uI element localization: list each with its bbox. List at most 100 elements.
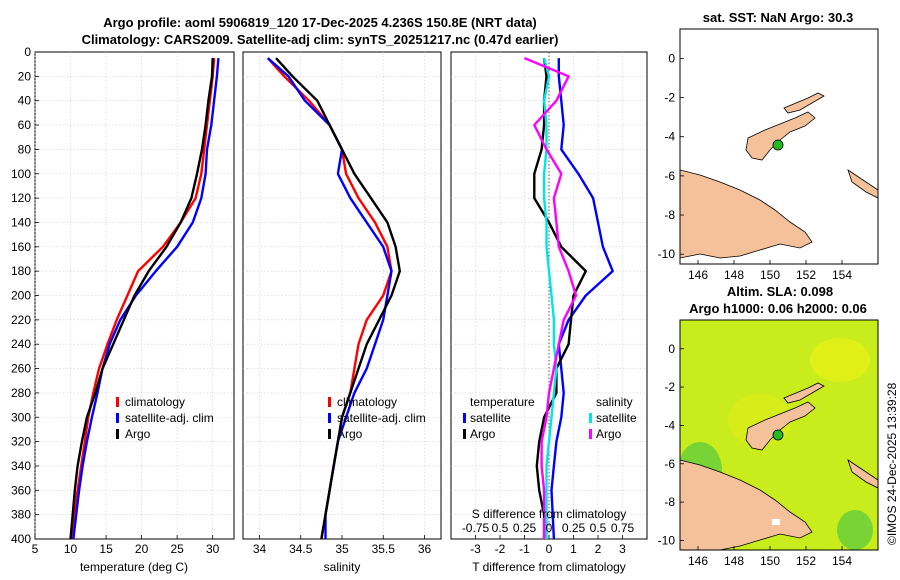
y-tick-label: 320 (11, 435, 31, 449)
legend-satellite: satellite-adj. clim (125, 411, 214, 425)
y-tick-label: 140 (11, 215, 31, 229)
sla-low-patch (837, 510, 873, 550)
map-x-tick-label: 154 (832, 268, 852, 282)
legend-swatch-temp-satellite (463, 413, 466, 423)
legend-temperature-title: temperature (470, 395, 535, 409)
salinity-difference-tick-label: -0.75 (462, 521, 490, 535)
sst-map-xticks: 146 148 150 152 154 (688, 260, 852, 282)
salinity-difference-tick-label: 0.25 (562, 521, 586, 535)
salinity-xlabel: salinity (324, 560, 361, 574)
legend-temp-argo: Argo (470, 427, 496, 441)
legend-climatology: climatology (125, 395, 185, 409)
map-y-tick-label: 0 (668, 51, 675, 65)
salinity-difference-tick-label: 0 (546, 521, 553, 535)
sst-map: sat. SST: NaN Argo: 30.3 146 148 150 152 154… (658, 10, 879, 282)
map-y-tick-label: 0 (668, 342, 675, 356)
map-x-tick-label: 148 (724, 268, 744, 282)
page-title-line1: Argo profile: aoml 5906819_120 17-Dec-20… (103, 15, 537, 30)
map-y-tick-label: -8 (664, 208, 675, 222)
y-tick-label: 380 (11, 508, 31, 522)
salinity-xticks: 34 34.5 35 35.5 36 (253, 535, 432, 556)
series-line-argo (69, 58, 214, 540)
series-line-temperature-argo (533, 57, 587, 539)
y-tick-label: 240 (11, 337, 31, 351)
legend-swatch-temp-argo (463, 429, 466, 439)
legend-swatch-satellite (116, 413, 119, 423)
x-tick-label: 34 (253, 542, 267, 556)
sla-map-title-1: Altim. SLA: 0.098 (727, 284, 833, 299)
map-x-tick-label: 152 (796, 554, 816, 568)
series-line-salinity-satellite (542, 57, 558, 539)
salinity-legend: climatology satellite-adj. clim Argo (328, 395, 426, 441)
y-tick-label: 80 (18, 142, 32, 156)
y-tick-label: 340 (11, 459, 31, 473)
x-tick-label: 30 (206, 542, 220, 556)
series-line-temperature-satellite (550, 58, 614, 540)
y-tick-label: 360 (11, 483, 31, 497)
map-y-tick-label: -4 (664, 418, 675, 432)
sla-high-patch (810, 338, 870, 382)
map-y-tick-label: -10 (658, 533, 676, 547)
sst-land (680, 92, 878, 259)
sla-map-title-2: Argo h1000: 0.06 h2000: 0.06 (689, 301, 867, 316)
y-tick-label: 300 (11, 410, 31, 424)
x-tick-label: 15 (99, 542, 113, 556)
differences-panel: -3 -2 -1 0 1 2 3 T difference from climatology… (450, 51, 648, 574)
salinity-panel: 34 34.5 35 35.5 36 salinity climatology sate… (242, 51, 442, 574)
legend-swatch-climatology (116, 397, 119, 407)
y-tick-label: 180 (11, 264, 31, 278)
x-tick-label: 35.5 (372, 542, 396, 556)
map-y-tick-label: -6 (664, 457, 675, 471)
differences-legend: temperature satellite Argo salinity sate… (463, 395, 637, 441)
map-x-tick-label: 150 (760, 554, 780, 568)
legend-sal-argo: Argo (596, 427, 622, 441)
temperature-panel: 5 10 15 20 25 30 0 20 40 60 80 100 120 140 160 180 200 2… (11, 45, 235, 574)
legend-salinity-title: salinity (596, 395, 633, 409)
new-ireland-land (783, 382, 825, 404)
y-tick-label: 120 (11, 191, 31, 205)
map-y-tick-label: -8 (664, 495, 675, 509)
new-guinea-land (680, 459, 813, 550)
map-x-tick-label: 150 (760, 268, 780, 282)
legend-satellite: satellite-adj. clim (337, 411, 426, 425)
temperature-xticks: 5 10 15 20 25 30 (32, 535, 220, 556)
series-line-satellite-adj-clim (72, 58, 220, 540)
x-tick-label: -2 (495, 542, 506, 556)
map-x-tick-label: 154 (832, 554, 852, 568)
sla-map-frame (679, 319, 879, 551)
temperature-legend: climatology satellite-adj. clim Argo (116, 395, 214, 441)
salinity-difference-tick-label: 0.5 (590, 521, 607, 535)
argo-location-marker (772, 139, 784, 151)
argo-location-marker (772, 429, 784, 441)
x-tick-label: 34.5 (289, 542, 313, 556)
map-y-tick-label: -2 (664, 380, 675, 394)
bougainville-land (847, 169, 878, 199)
y-tick-label: 20 (18, 69, 32, 83)
series-line-argo (275, 57, 401, 540)
series-line-salinity-argo (524, 56, 578, 539)
x-tick-label: -1 (519, 542, 530, 556)
x-tick-label: 36 (418, 542, 432, 556)
imos-credit: ©IMOS 24-Dec-2025 13:39:28 (885, 382, 899, 545)
new-britain-land (745, 401, 816, 451)
salinity-difference-tick-label: 0.25 (513, 521, 537, 535)
map-y-tick-label: -10 (658, 247, 676, 261)
y-tick-label: 160 (11, 240, 31, 254)
sst-map-title: sat. SST: NaN Argo: 30.3 (703, 10, 854, 25)
legend-swatch-sal-satellite (589, 413, 592, 423)
differences-curves (524, 56, 614, 540)
y-tick-label: 40 (18, 94, 32, 108)
legend-sal-satellite: satellite (596, 411, 637, 425)
y-tick-label: 200 (11, 289, 31, 303)
legend-temp-satellite: satellite (470, 411, 511, 425)
differences-xticks: -3 -2 -1 0 1 2 3 (470, 535, 626, 556)
salinity-curves (266, 57, 401, 540)
sla-map-xticks: 146 148 150 152 154 (688, 546, 852, 568)
y-tick-label: 60 (18, 118, 32, 132)
x-tick-label: 2 (595, 542, 602, 556)
new-guinea-land (680, 169, 813, 259)
sla-map: Altim. SLA: 0.098 Argo h1000: 0.06 h2000… (658, 284, 879, 568)
legend-swatch-satellite (328, 413, 331, 423)
legend-swatch-sal-argo (589, 429, 592, 439)
legend-swatch-argo (328, 429, 331, 439)
